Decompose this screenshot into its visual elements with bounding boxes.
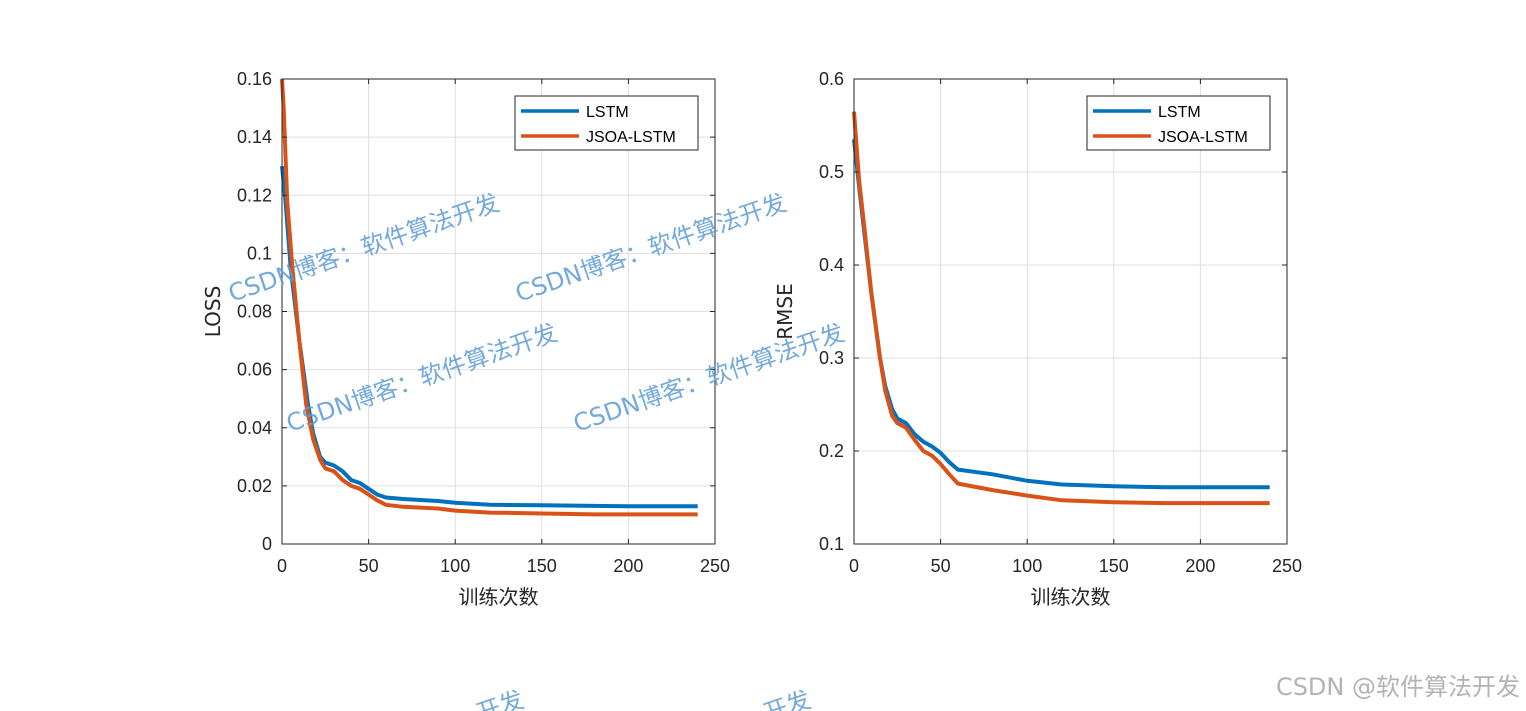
loss-x-tick-label: 250 bbox=[700, 556, 730, 576]
rmse-series bbox=[852, 111, 1270, 506]
rmse-axes-frame bbox=[853, 78, 1288, 545]
rmse-y-tick-label: 0.2 bbox=[819, 441, 844, 461]
loss-grid bbox=[282, 79, 715, 544]
rmse-x-tick-label: 150 bbox=[1099, 556, 1129, 576]
loss-x-tick-label: 100 bbox=[440, 556, 470, 576]
rmse-chart: 0 50 100 150 200 250 0.1 0.2 0.3 0.4 0.5 0.6 训练次数 R… bbox=[773, 69, 1302, 609]
loss-legend-label-lstm: LSTM bbox=[586, 104, 629, 121]
rmse-y-axis-label: RMSE bbox=[773, 283, 797, 339]
watermark-text: CSDN博客：软件算法开发 bbox=[512, 189, 790, 308]
loss-y-tick-label: 0.08 bbox=[237, 302, 272, 322]
rmse-x-tick-label: 50 bbox=[931, 556, 951, 576]
loss-y-tick-label: 0.14 bbox=[237, 127, 272, 147]
loss-ticks: 0 50 100 150 200 250 0 0.02 0.04 0.06 0.08 0.1 0.12 0… bbox=[237, 69, 730, 576]
rmse-x-axis-label: 训练次数 bbox=[1031, 585, 1111, 609]
rmse-x-tick-label: 100 bbox=[1012, 556, 1042, 576]
csdn-credit: CSDN @软件算法开发 bbox=[1276, 673, 1520, 701]
rmse-legend-label-jsoa: JSOA-LSTM bbox=[1158, 129, 1248, 146]
rmse-y-tick-label: 0.3 bbox=[819, 348, 844, 368]
rmse-legend-label-lstm: LSTM bbox=[1158, 104, 1201, 121]
loss-x-tick-label: 0 bbox=[277, 556, 287, 576]
loss-y-tick-label: 0.12 bbox=[237, 185, 272, 205]
loss-x-tick-label: 200 bbox=[613, 556, 643, 576]
loss-series-line-jsoa bbox=[280, 78, 698, 517]
watermark-fragment: 开发 bbox=[473, 686, 528, 711]
rmse-legend-box bbox=[1086, 95, 1271, 151]
rmse-y-tick-label: 0.1 bbox=[819, 534, 844, 554]
rmse-y-tick-label: 0.4 bbox=[819, 255, 844, 275]
loss-y-tick-label: 0 bbox=[262, 534, 272, 554]
loss-x-tick-label: 50 bbox=[359, 556, 379, 576]
loss-chart: 0 50 100 150 200 250 0 0.02 0.04 0.06 0.08 0.1 0.12 0… bbox=[201, 69, 730, 609]
loss-legend-box bbox=[514, 95, 699, 151]
loss-legend-label-jsoa: JSOA-LSTM bbox=[586, 129, 676, 146]
watermark-text: CSDN博客：软件算法开发 bbox=[283, 319, 561, 438]
rmse-x-tick-label: 200 bbox=[1185, 556, 1215, 576]
rmse-x-tick-label: 250 bbox=[1272, 556, 1302, 576]
rmse-legend: LSTM JSOA-LSTM bbox=[1086, 95, 1271, 151]
rmse-y-tick-label: 0.6 bbox=[819, 69, 844, 89]
rmse-y-tick-label: 0.5 bbox=[819, 162, 844, 182]
rmse-x-tick-label: 0 bbox=[849, 556, 859, 576]
rmse-series-line-jsoa bbox=[852, 111, 1270, 506]
loss-series bbox=[280, 78, 698, 517]
rmse-series-line-lstm bbox=[852, 139, 1270, 490]
loss-y-tick-label: 0.1 bbox=[247, 243, 272, 263]
watermark-fragment: 开发 bbox=[760, 686, 815, 711]
loss-x-axis-label: 训练次数 bbox=[459, 585, 539, 609]
loss-y-axis-label: LOSS bbox=[201, 286, 225, 338]
loss-y-tick-label: 0.16 bbox=[237, 69, 272, 89]
rmse-ticks: 0 50 100 150 200 250 0.1 0.2 0.3 0.4 0.5 0.6 bbox=[819, 69, 1302, 576]
loss-y-tick-label: 0.04 bbox=[237, 418, 272, 438]
loss-x-tick-label: 150 bbox=[527, 556, 557, 576]
watermark-text: CSDN博客：软件算法开发 bbox=[570, 319, 848, 438]
loss-legend: LSTM JSOA-LSTM bbox=[514, 95, 699, 151]
loss-y-tick-label: 0.02 bbox=[237, 476, 272, 496]
loss-y-tick-label: 0.06 bbox=[237, 360, 272, 380]
